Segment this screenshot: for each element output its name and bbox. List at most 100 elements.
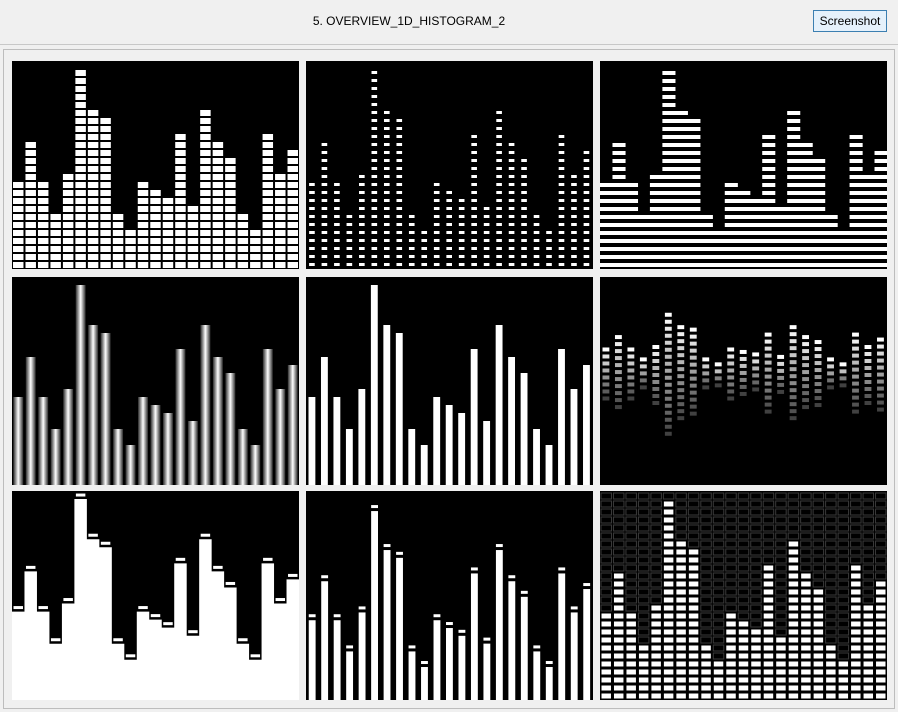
grid-cell-filled <box>762 580 775 588</box>
bar-dot <box>664 333 672 338</box>
histogram-bar <box>689 327 697 416</box>
bar-segment <box>75 182 86 188</box>
grid-cell-empty <box>637 572 650 580</box>
grid-cell-filled <box>612 660 625 668</box>
bar-tick <box>309 231 315 234</box>
grid-cell-filled <box>862 612 875 620</box>
grid-cell-empty <box>712 516 725 524</box>
histogram-bar <box>495 325 503 485</box>
bar-tick <box>346 263 353 266</box>
grid-cell-filled <box>762 628 775 636</box>
bar-segment <box>25 262 36 268</box>
bar-dot <box>789 339 797 344</box>
grid-cell-filled <box>725 684 737 692</box>
bar-dot <box>864 387 872 391</box>
grid-cell-filled <box>737 652 750 660</box>
bar-stripe <box>762 151 776 155</box>
grid-cell-empty <box>737 508 750 516</box>
bar-segment <box>250 230 261 236</box>
peak-cap <box>446 622 453 626</box>
grid-cell-filled <box>825 668 837 676</box>
grid-cell-empty <box>837 572 850 580</box>
grid-cell-filled <box>637 676 650 684</box>
grid-cell-filled <box>675 636 687 644</box>
grid-cell-empty <box>800 524 812 532</box>
grid-cell-empty <box>775 620 787 628</box>
grid-cell-empty <box>612 556 625 564</box>
bar-segment <box>25 238 36 244</box>
grid-cell-empty <box>700 596 712 604</box>
bar-segment <box>25 206 36 212</box>
grid-cell-empty <box>825 548 837 556</box>
bar-tick <box>558 263 565 266</box>
bar-stripe <box>674 207 688 211</box>
screenshot-button[interactable]: Screenshot <box>813 10 887 32</box>
bar-segment <box>262 230 274 236</box>
bar-tick <box>421 247 428 250</box>
histogram-grid <box>3 49 895 709</box>
bar-segment <box>137 190 149 196</box>
bar-stripe <box>699 239 713 243</box>
grid-cell-filled <box>862 620 875 628</box>
bar-segment <box>187 254 199 260</box>
bar-stripe <box>724 255 738 259</box>
grid-cell-empty <box>700 572 712 580</box>
bar-stripe <box>637 239 651 243</box>
bar-segment <box>25 246 36 252</box>
grid-cell-filled <box>700 652 712 660</box>
grid-cell-filled <box>675 612 687 620</box>
grid-cell-empty <box>675 532 687 540</box>
grid-cell-filled <box>787 676 800 684</box>
bar-tick <box>496 119 502 122</box>
bar-tick <box>458 223 465 226</box>
grid-cell-empty <box>712 652 725 660</box>
bar-tick <box>334 191 340 194</box>
grid-cell-empty <box>737 564 750 572</box>
bar-stripe <box>824 247 838 251</box>
grid-cell-filled <box>662 660 675 668</box>
grid-cell-empty <box>600 500 612 508</box>
bar-stripe <box>762 199 776 203</box>
histogram-bar <box>25 142 36 268</box>
grid-cell-filled <box>725 652 737 660</box>
bar-stripe <box>812 247 826 251</box>
grid-cell-filled <box>725 692 737 700</box>
bar-stripe <box>674 239 688 243</box>
bar-segment <box>212 182 224 188</box>
bar-stripe <box>724 183 738 187</box>
grid-cell-empty <box>875 572 887 580</box>
grid-cell-empty <box>812 524 825 532</box>
bar-tick <box>383 167 390 170</box>
bar-segment <box>62 174 74 180</box>
bar-segment <box>212 142 224 148</box>
histogram-bar <box>877 337 884 412</box>
histogram-bar <box>250 445 261 485</box>
bar-stripe <box>762 247 776 251</box>
grid-cell-empty <box>625 540 637 548</box>
histogram-bar <box>662 71 676 267</box>
bar-stripe <box>737 239 751 243</box>
bar-tick <box>309 183 315 186</box>
bar-stripe <box>662 167 676 171</box>
bar-segment <box>175 262 186 268</box>
bar-dot <box>839 369 847 374</box>
grid-cell-empty <box>850 500 862 508</box>
grid-cell-empty <box>637 556 650 564</box>
histogram-bar <box>583 151 590 266</box>
bar-segment <box>75 118 86 124</box>
bar-tick <box>571 183 577 186</box>
grid-cell-empty <box>725 492 737 500</box>
grid-cell-empty <box>700 540 712 548</box>
grid-cell-empty <box>600 572 612 580</box>
grid-cell-empty <box>787 500 800 508</box>
bar-dot <box>877 358 884 363</box>
bar-stripe <box>749 223 763 227</box>
bar-segment <box>75 262 86 268</box>
histogram-bar <box>333 620 341 700</box>
histogram-bar <box>334 183 340 266</box>
grid-cell-empty <box>625 500 637 508</box>
grid-cell-empty <box>737 492 750 500</box>
grid-cell-filled <box>700 668 712 676</box>
histogram-bar <box>521 159 527 266</box>
bar-tick <box>346 231 353 234</box>
